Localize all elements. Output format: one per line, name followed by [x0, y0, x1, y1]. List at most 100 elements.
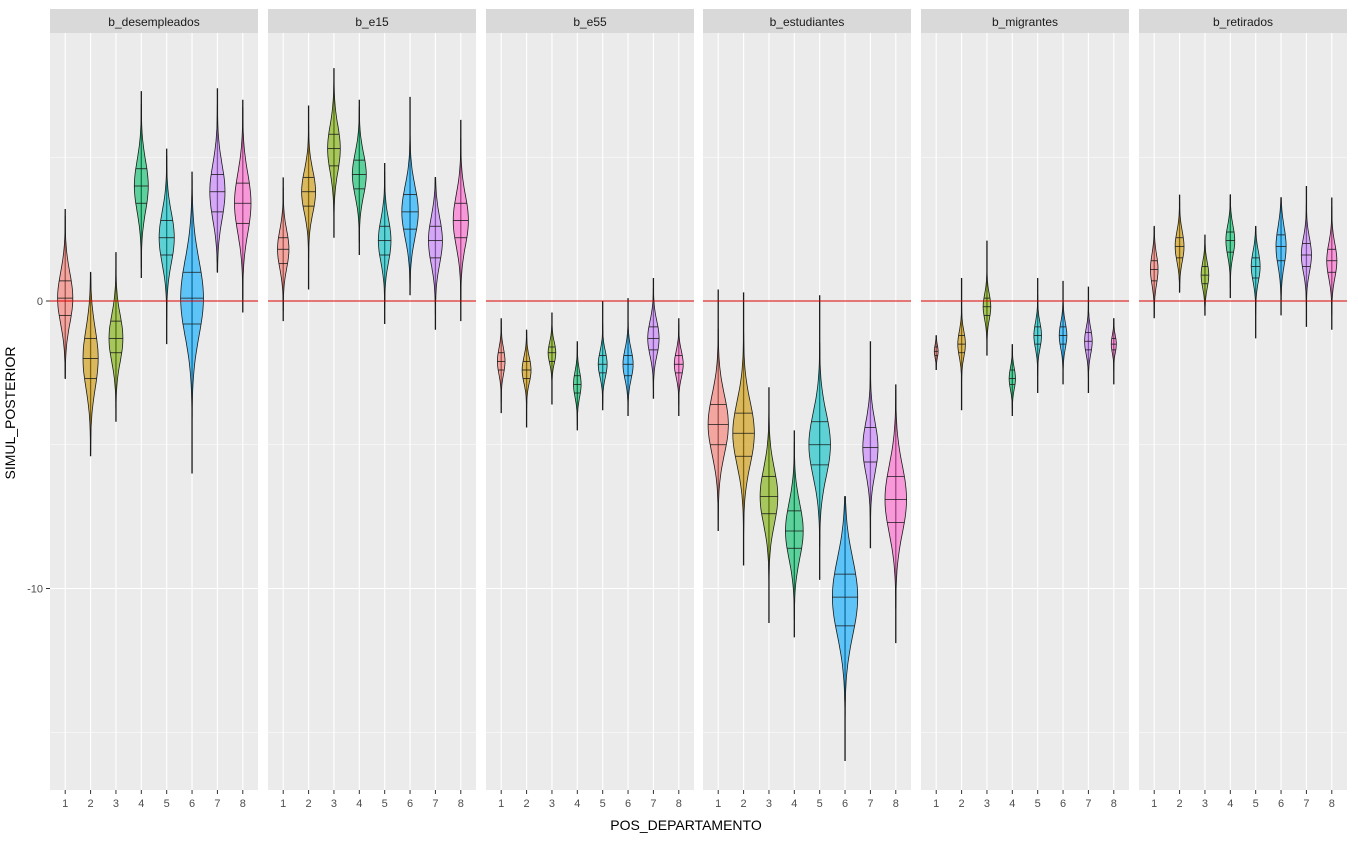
x-tick-label: 7: [1303, 798, 1309, 810]
x-tick-label: 8: [1111, 798, 1117, 810]
violin-body: [831, 496, 859, 721]
x-tick-label: 3: [1202, 798, 1208, 810]
facet-strip-label: b_e55: [573, 15, 607, 29]
violin-group-1: [933, 335, 939, 371]
x-tick-label: 5: [382, 798, 388, 810]
y-axis-title: SIMUL_POSTERIOR: [2, 346, 18, 479]
facet-panel-b_desempleados: b_desempleados 1 2 3 4 5 6 7 8: [50, 9, 258, 810]
x-tick-label: 1: [498, 798, 504, 810]
violin-body: [209, 102, 226, 273]
x-tick-label: 4: [1009, 798, 1015, 810]
violin-body: [1225, 194, 1236, 289]
violin-group-3: [327, 68, 341, 238]
x-tick-label: 4: [1227, 798, 1233, 810]
x-tick-label: 1: [933, 798, 939, 810]
violin-group-3: [547, 312, 557, 405]
violin-group-6: [622, 298, 634, 416]
violin-group-2: [732, 292, 755, 566]
x-tick-label: 7: [650, 798, 656, 810]
violin-group-4: [133, 91, 149, 278]
facet-strip-label: b_desempleados: [108, 15, 199, 29]
panel-background: [703, 33, 911, 790]
violin-group-5: [1033, 278, 1042, 393]
facet-panel-b_migrantes: b_migrantes 1 2 3 4 5 6 7 8: [921, 9, 1129, 810]
violin-body: [933, 335, 939, 371]
violin-group-5: [377, 163, 392, 324]
panel-background: [50, 33, 258, 790]
violin-group-3: [759, 387, 779, 623]
violin-group-7: [209, 88, 226, 273]
x-tick-label: 5: [817, 798, 823, 810]
violin-group-1: [707, 289, 729, 531]
violin-group-7: [427, 176, 443, 330]
violin-body: [1110, 318, 1117, 372]
x-tick-label: 6: [407, 798, 413, 810]
facet-panel-b_estudiantes: b_estudiantes 1 2 3 4 5 6 7 8: [703, 9, 911, 810]
violin-group-6: [401, 96, 419, 296]
x-tick-label: 8: [458, 798, 464, 810]
x-tick-label: 7: [1085, 798, 1091, 810]
x-tick-label: 8: [676, 798, 682, 810]
x-tick-label: 3: [766, 798, 772, 810]
x-tick-label: 4: [356, 798, 362, 810]
violin-group-6: [180, 171, 204, 474]
x-tick-label: 8: [1329, 798, 1335, 810]
x-tick-label: 8: [240, 798, 246, 810]
violin-group-4: [573, 341, 582, 431]
x-tick-label: 4: [791, 798, 797, 810]
x-tick-label: 2: [306, 798, 312, 810]
violin-group-3: [982, 240, 992, 356]
violin-group-8: [1326, 197, 1338, 330]
x-tick-label: 3: [331, 798, 337, 810]
violin-group-5: [158, 148, 175, 345]
violin-body: [1275, 197, 1287, 309]
x-tick-label: 3: [113, 798, 119, 810]
x-tick-label: 8: [893, 798, 899, 810]
x-tick-label: 6: [842, 798, 848, 810]
violin-group-8: [884, 384, 908, 644]
panel-background: [268, 33, 476, 790]
x-tick-label: 6: [625, 798, 631, 810]
violin-group-2: [1174, 194, 1185, 293]
violin-group-7: [1300, 186, 1312, 327]
violin-group-3: [1200, 234, 1210, 316]
facet-strip: [703, 9, 911, 33]
violin-group-4: [784, 430, 804, 638]
facet-strip-label: b_migrantes: [992, 15, 1058, 29]
violin-group-8: [1110, 318, 1117, 385]
violin-body: [57, 215, 74, 380]
x-tick-label: 5: [1253, 798, 1259, 810]
violin-group-4: [1008, 344, 1016, 416]
x-tick-label: 5: [164, 798, 170, 810]
violin-body: [1149, 225, 1159, 318]
x-axis-title: POS_DEPARTAMENTO: [610, 817, 762, 833]
facet-strip: [921, 9, 1129, 33]
x-tick-label: 3: [549, 798, 555, 810]
x-tick-label: 1: [62, 798, 68, 810]
x-tick-label: 1: [1151, 798, 1157, 810]
facet-panel-b_e55: b_e55 1 2 3 4 5 6 7 8: [486, 9, 694, 810]
violin-body: [82, 271, 99, 455]
facet-strip-label: b_e15: [355, 15, 389, 29]
x-tick-label: 6: [1278, 798, 1284, 810]
violin-group-1: [496, 318, 506, 414]
violin-group-2: [301, 105, 317, 290]
x-tick-label: 2: [1177, 798, 1183, 810]
x-tick-label: 1: [715, 798, 721, 810]
x-tick-label: 6: [189, 798, 195, 810]
x-tick-label: 7: [214, 798, 220, 810]
violin-group-4: [1225, 194, 1236, 299]
violin-group-5: [597, 301, 608, 411]
x-tick-label: 5: [600, 798, 606, 810]
panel-background: [486, 33, 694, 790]
facet-strip: [268, 9, 476, 33]
x-tick-label: 7: [867, 798, 873, 810]
violin-group-2: [82, 271, 99, 457]
y-tick-label: 0: [37, 296, 43, 308]
violin-group-6: [1058, 280, 1068, 385]
violin-group-6: [1275, 197, 1287, 316]
violin-group-2: [957, 278, 966, 411]
